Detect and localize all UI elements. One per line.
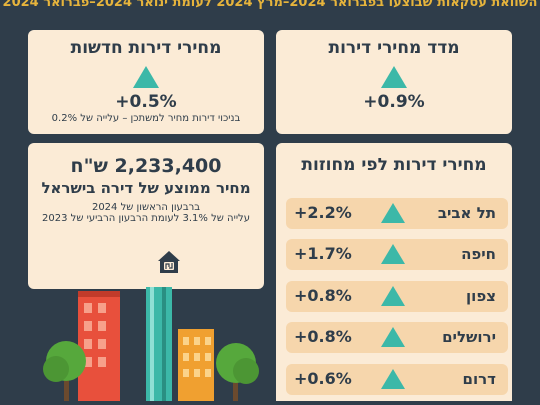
price-index-card: מדד מחירי דירות +0.9% <box>276 30 512 134</box>
new-apartments-value: +0.5% <box>115 92 177 112</box>
district-name: חיפה <box>461 245 496 263</box>
up-triangle-icon <box>381 286 405 306</box>
district-value: +0.6% <box>294 369 352 388</box>
up-triangle-icon <box>381 327 405 347</box>
districts-card: מחירי דירות לפי מחוזות <box>276 143 512 401</box>
district-value: +0.8% <box>294 327 352 346</box>
district-row: דרום +0.6% <box>286 364 508 395</box>
district-value: +2.2% <box>294 203 352 222</box>
up-triangle-icon <box>381 66 407 88</box>
price-index-value: +0.9% <box>363 92 425 112</box>
district-name: תל אביב <box>437 204 496 222</box>
district-name: ירושלים <box>442 328 496 346</box>
district-row: תל אביב +2.2% <box>286 198 508 229</box>
up-triangle-icon <box>133 66 159 88</box>
new-apartments-card: מחירי דירות חדשות +0.5% בניכוי דירות מחי… <box>28 30 264 134</box>
new-apartments-note: בניכוי דירות מחיר למשתכן – עלייה של 0.2% <box>51 113 241 124</box>
header-text: השוואת עסקאות שבוצעו בפברואר 2024–מרץ 20… <box>2 0 538 10</box>
district-value: +1.7% <box>294 244 352 263</box>
district-name: צפון <box>466 287 496 305</box>
average-price-value: 2,233,400 ש"ח <box>70 155 222 177</box>
up-triangle-icon <box>381 369 405 389</box>
price-index-title: מדד מחירי דירות <box>328 38 460 58</box>
up-triangle-icon <box>381 244 405 264</box>
average-price-title: מחיר ממוצע של דירה בישראל <box>41 179 251 197</box>
new-apartments-title: מחירי דירות חדשות <box>70 38 222 58</box>
shekel-house-icon <box>156 249 182 275</box>
district-row: חיפה +1.7% <box>286 239 508 270</box>
districts-title: מחירי דירות לפי מחוזות <box>301 155 487 175</box>
average-price-note-2: עלייה של 3.1% לעומת הרבעון הרביעי של 202… <box>42 213 250 224</box>
average-price-note-1: ברבעון הראשון של 2024 <box>91 202 201 213</box>
up-triangle-icon <box>381 203 405 223</box>
district-row: ירושלים +0.8% <box>286 322 508 353</box>
city-buildings-illustration <box>28 283 264 401</box>
district-row: צפון +0.8% <box>286 281 508 312</box>
district-value: +0.8% <box>294 286 352 305</box>
district-name: דרום <box>462 370 496 388</box>
average-price-card: 2,233,400 ש"ח מחיר ממוצע של דירה בישראל … <box>28 143 264 289</box>
